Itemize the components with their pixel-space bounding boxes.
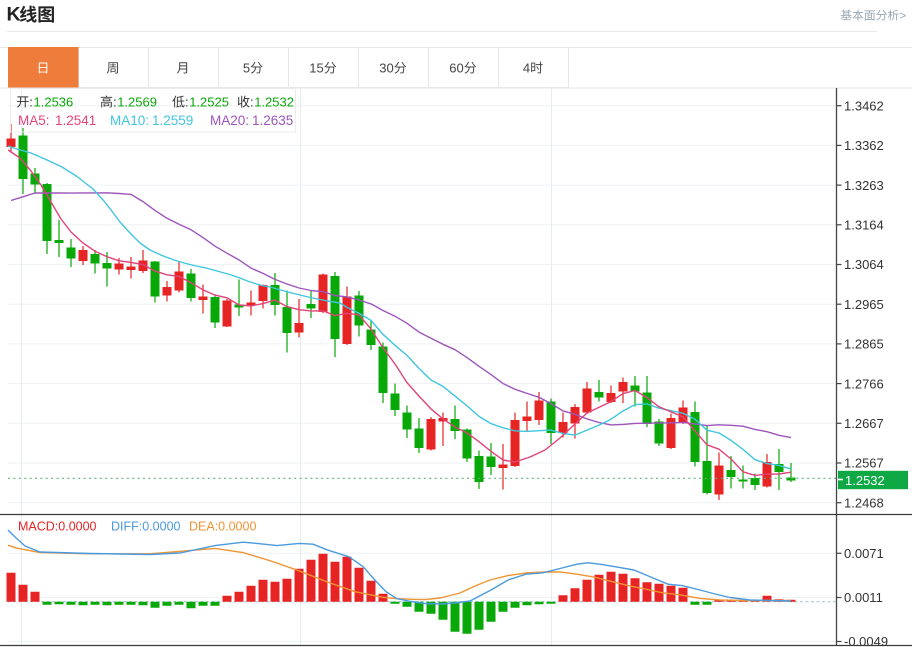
svg-text:1.2635: 1.2635 <box>252 113 293 128</box>
svg-text:1.2766: 1.2766 <box>844 376 884 391</box>
svg-text:60: 60 <box>449 61 463 76</box>
svg-text:1.2965: 1.2965 <box>844 297 884 312</box>
svg-text:1.3164: 1.3164 <box>844 218 884 233</box>
svg-text::: : <box>29 95 33 110</box>
svg-text:MA10:: MA10: <box>110 113 149 128</box>
svg-text:>: > <box>899 9 906 23</box>
svg-text:1.2667: 1.2667 <box>844 416 884 431</box>
svg-text:1.2567: 1.2567 <box>844 456 884 471</box>
svg-text:4: 4 <box>523 61 530 76</box>
svg-text:1.2532: 1.2532 <box>254 95 294 110</box>
svg-text:1.2525: 1.2525 <box>189 95 229 110</box>
svg-text:0.0071: 0.0071 <box>844 546 884 561</box>
svg-text:30: 30 <box>379 61 393 76</box>
svg-text:5: 5 <box>243 61 250 76</box>
svg-text:K: K <box>7 4 21 26</box>
svg-text:1.3362: 1.3362 <box>844 138 884 153</box>
svg-text:DIFF:0.0000: DIFF:0.0000 <box>111 520 181 534</box>
svg-text:1.2569: 1.2569 <box>117 95 157 110</box>
svg-text:1.2536: 1.2536 <box>34 95 74 110</box>
svg-text:0.0011: 0.0011 <box>844 590 883 605</box>
svg-text:1.2559: 1.2559 <box>152 113 193 128</box>
svg-text::: : <box>185 95 189 110</box>
svg-text:DEA:0.0000: DEA:0.0000 <box>189 520 256 534</box>
svg-text:15: 15 <box>309 61 323 76</box>
svg-text:MA5:: MA5: <box>18 113 50 128</box>
svg-text:MA20:: MA20: <box>210 113 249 128</box>
svg-text::: : <box>113 95 117 110</box>
svg-text:1.3064: 1.3064 <box>844 257 884 272</box>
svg-text:1.3263: 1.3263 <box>844 178 884 193</box>
svg-text:1.2865: 1.2865 <box>844 337 884 352</box>
svg-text:1.2468: 1.2468 <box>844 495 884 510</box>
svg-text:1.2541: 1.2541 <box>55 113 96 128</box>
svg-text:MACD:0.0000: MACD:0.0000 <box>18 520 97 534</box>
svg-text:1.2532: 1.2532 <box>845 473 885 488</box>
svg-text::: : <box>250 95 254 110</box>
svg-text:1.3462: 1.3462 <box>844 98 884 113</box>
svg-text:-0.0049: -0.0049 <box>844 634 888 647</box>
